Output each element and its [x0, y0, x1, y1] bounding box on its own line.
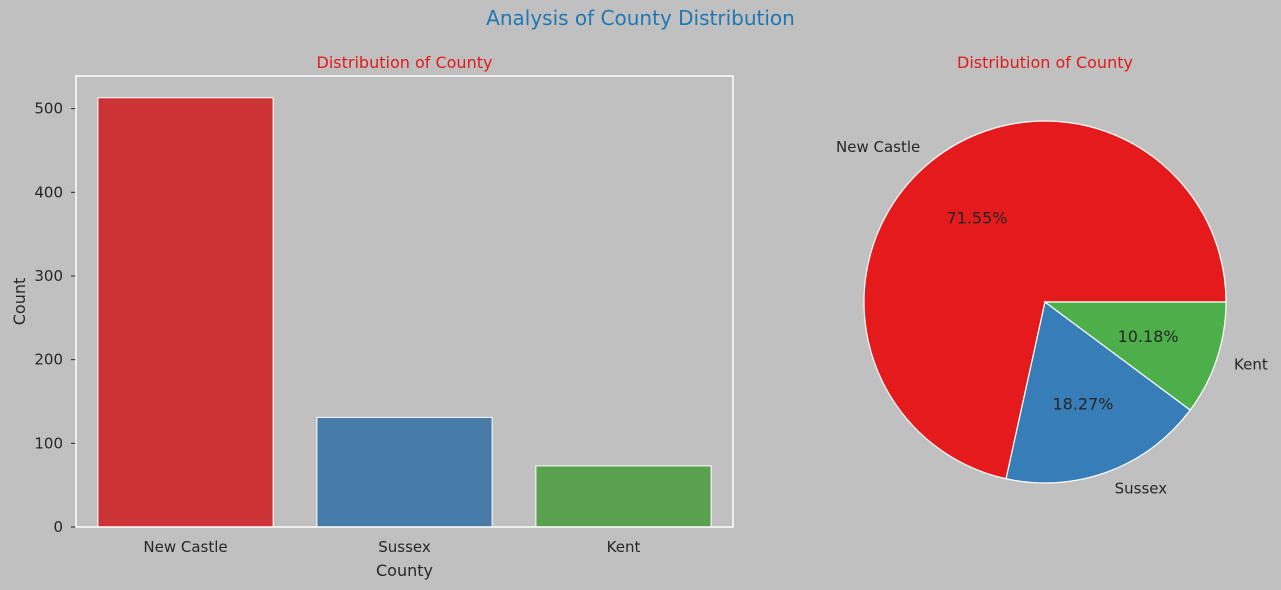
pie-label: Kent: [1234, 356, 1268, 374]
pie-percent-label: 18.27%: [1052, 395, 1113, 414]
y-tick-label: 100: [34, 434, 63, 452]
x-tick-label: Sussex: [378, 538, 431, 556]
x-tick-label: Kent: [607, 538, 641, 556]
bar-new-castle: [97, 97, 274, 528]
pie-slice-new-castle: [863, 120, 1227, 480]
pie-slice-kent: [1043, 301, 1227, 411]
y-tick-label: 300: [34, 267, 63, 285]
pie-label: Sussex: [1115, 480, 1168, 498]
pie-chart: New Castle 71.55% Sussex 18.27% Kent 10.18% Di…: [836, 53, 1268, 498]
pie-slice-sussex: [1005, 300, 1192, 484]
bar-kent: [535, 465, 712, 528]
y-axis-label: Count: [10, 278, 29, 326]
y-tick-label: 200: [34, 351, 63, 369]
bar-sussex: [316, 416, 493, 528]
x-axis-label: County: [376, 561, 433, 580]
y-tick-label: 0: [53, 518, 63, 536]
x-tick-label: New Castle: [143, 538, 227, 556]
y-tick-label: 500: [34, 100, 63, 118]
bar-chart-title: Distribution of County: [317, 53, 493, 72]
bar-chart: New Castle Sussex Kent 0 100 200 300 400 500 Dist…: [10, 53, 734, 580]
pie-percent-label: 71.55%: [946, 208, 1007, 227]
figure-title: Analysis of County Distribution: [486, 6, 795, 30]
pie-label: New Castle: [836, 138, 920, 156]
pie-percent-label: 10.18%: [1118, 327, 1179, 346]
y-tick-label: 400: [34, 183, 63, 201]
pie-chart-title: Distribution of County: [957, 53, 1133, 72]
plot-frame: [75, 75, 734, 528]
